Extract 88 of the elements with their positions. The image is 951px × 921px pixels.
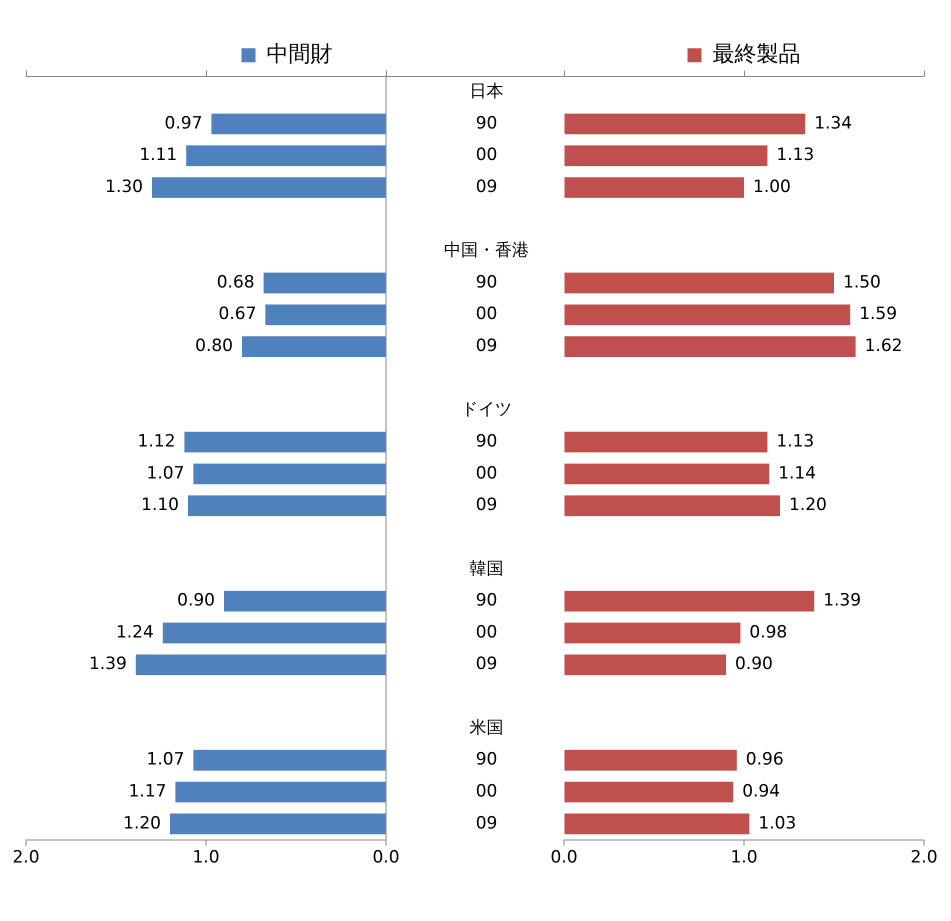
bar — [211, 114, 386, 134]
legend-label: 中間財 — [266, 42, 332, 67]
bar — [264, 272, 386, 294]
y-tick-label: 90 — [476, 590, 498, 611]
data-label: 1.62 — [864, 336, 902, 356]
data-label: 1.39 — [88, 654, 127, 674]
bar — [564, 145, 768, 166]
bar — [564, 750, 737, 771]
data-label: 0.94 — [742, 781, 780, 802]
data-label: 1.13 — [776, 145, 814, 166]
y-tick-label: 00 — [476, 304, 498, 324]
bar — [186, 145, 386, 166]
bar — [564, 782, 734, 802]
data-label: 1.39 — [823, 590, 862, 611]
y-tick-label: 09 — [476, 176, 498, 197]
data-label: 1.00 — [753, 176, 791, 197]
bar — [564, 495, 780, 516]
data-label: 0.90 — [735, 654, 773, 674]
data-label: 0.90 — [177, 590, 215, 611]
bar — [136, 654, 386, 676]
data-label: 1.07 — [146, 750, 184, 770]
bar — [564, 654, 726, 676]
data-label: 0.98 — [749, 622, 788, 642]
data-label: 1.03 — [758, 813, 796, 834]
bar — [564, 177, 744, 198]
data-label: 0.97 — [164, 113, 202, 134]
data-label: 1.07 — [146, 463, 184, 484]
bar — [564, 336, 856, 357]
bar — [175, 782, 386, 802]
y-tick-label: 09 — [476, 654, 498, 674]
bar — [152, 177, 386, 198]
data-label: 1.12 — [138, 432, 176, 452]
y-tick-label: 90 — [476, 113, 498, 134]
x-tick-label: 0.0 — [372, 847, 400, 868]
y-tick-label: 00 — [476, 145, 498, 166]
bar — [170, 814, 386, 834]
data-label: 1.17 — [128, 781, 166, 802]
y-tick-label: 09 — [476, 336, 498, 356]
data-label: 1.24 — [116, 622, 154, 642]
data-label: 1.59 — [859, 304, 898, 324]
y-tick-label: 韓国 — [470, 558, 504, 579]
y-tick-label: 90 — [476, 432, 498, 452]
bar — [193, 464, 386, 484]
y-tick-label: 90 — [476, 750, 498, 770]
x-tick-label: 1.0 — [730, 847, 758, 868]
x-tick-label: 1.0 — [192, 847, 220, 868]
y-tick-label: 09 — [476, 813, 498, 834]
y-tick-label: ドイツ — [461, 400, 512, 420]
bar — [564, 622, 740, 644]
data-label: 1.10 — [141, 495, 179, 516]
data-label: 1.11 — [139, 145, 178, 166]
data-label: 0.67 — [218, 304, 256, 324]
data-label: 1.30 — [105, 176, 143, 197]
data-label: 0.96 — [746, 750, 784, 770]
data-label: 0.68 — [216, 272, 255, 292]
y-tick-label: 00 — [476, 463, 498, 484]
bar — [188, 495, 386, 516]
bar — [184, 432, 386, 452]
y-tick-label: 09 — [476, 495, 498, 516]
bar — [265, 304, 386, 326]
bar — [564, 464, 770, 484]
x-tick-label: 0.0 — [550, 847, 578, 868]
data-label: 1.34 — [814, 113, 852, 134]
y-tick-label: 中国・香港 — [444, 240, 529, 261]
bar — [193, 750, 386, 771]
bar — [564, 114, 806, 134]
data-label: 0.80 — [195, 336, 233, 356]
data-label: 1.20 — [123, 813, 161, 834]
y-tick-label: 90 — [476, 272, 498, 292]
data-label: 1.20 — [789, 495, 827, 516]
bar — [242, 336, 386, 357]
bar — [564, 432, 768, 452]
y-tick-label: 00 — [476, 781, 498, 802]
y-tick-label: 日本 — [470, 82, 504, 102]
y-tick-label: 00 — [476, 622, 498, 642]
y-tick-label: 米国 — [470, 718, 504, 738]
bar — [564, 814, 750, 834]
legend-label: 最終製品 — [712, 42, 800, 67]
data-label: 1.50 — [843, 272, 881, 292]
bar — [564, 590, 814, 612]
bar — [162, 622, 386, 644]
bar — [564, 272, 834, 294]
data-label: 1.13 — [776, 432, 814, 452]
bar — [564, 304, 850, 326]
x-tick-label: 2.0 — [12, 847, 40, 868]
x-tick-label: 2.0 — [910, 847, 938, 868]
data-label: 1.14 — [778, 463, 816, 484]
bar — [224, 590, 386, 612]
